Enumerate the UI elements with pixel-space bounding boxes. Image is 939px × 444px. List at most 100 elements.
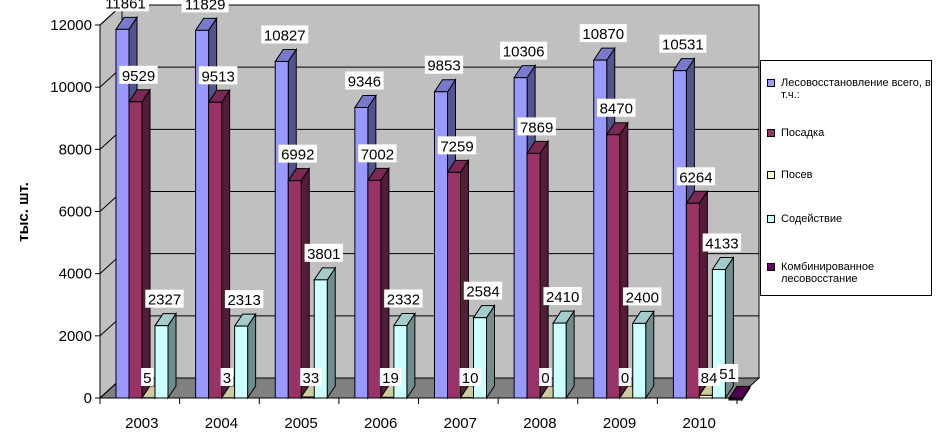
legend-label: Содействие: [781, 213, 843, 225]
bar-side: [619, 121, 629, 400]
data-label: 9513: [198, 66, 238, 85]
data-label: 10531: [659, 34, 707, 54]
bar: [154, 312, 177, 400]
bar-side: [247, 312, 257, 400]
data-label-bg: [102, 0, 149, 12]
data-label: 10306: [500, 41, 548, 61]
data-label-bg: [463, 281, 503, 300]
data-label: 9853: [424, 55, 464, 75]
bar-front: [632, 322, 647, 399]
legend-swatch: [767, 215, 775, 223]
data-label: 84: [698, 368, 720, 387]
data-label-bg: [145, 289, 184, 308]
legend-swatch: [767, 129, 775, 137]
data-label: 33: [300, 368, 322, 387]
data-label: 9529: [119, 65, 158, 85]
data-label-bg: [304, 243, 343, 262]
data-label-text: 2584: [466, 284, 499, 301]
bar-side: [539, 139, 549, 400]
data-label-bg: [141, 368, 154, 386]
data-label-bg: [618, 368, 632, 386]
data-label-text: 2313: [227, 292, 260, 309]
data-label: 10870: [579, 24, 627, 43]
data-label-text: 2410: [546, 289, 579, 306]
bar-side: [406, 311, 416, 400]
y-axis-label: тыс. шт.: [15, 182, 32, 242]
data-label: 5: [141, 368, 154, 387]
x-tick-label: 2008: [523, 415, 556, 432]
data-label-bg: [597, 98, 636, 117]
data-label-text: 5: [143, 370, 151, 387]
bar-front: [128, 101, 143, 399]
data-label: 10827: [261, 25, 309, 44]
legend-label: Лесовосстановление всего, в т.ч.:: [781, 77, 931, 101]
bar-front: [154, 325, 169, 399]
data-label-bg: [300, 368, 322, 386]
data-label-bg: [437, 136, 477, 155]
bar-front: [526, 152, 541, 399]
data-label-text: 3: [223, 370, 231, 387]
bar-front: [685, 202, 700, 399]
data-label: 2400: [623, 287, 662, 306]
data-label-text: 7869: [520, 119, 553, 136]
data-label-bg: [500, 41, 548, 60]
x-tick-label: 2007: [444, 415, 477, 432]
data-label-bg: [717, 364, 739, 382]
data-label: 2410: [543, 287, 582, 306]
data-label-text: 11861: [105, 0, 146, 12]
data-label: 7259: [437, 136, 477, 155]
bar: [207, 88, 231, 400]
bar: [128, 88, 151, 400]
bar-front: [606, 134, 621, 399]
y-tick-label: 12000: [50, 17, 92, 34]
y-tick-label: 10000: [50, 79, 92, 96]
data-label: 11861: [102, 0, 149, 12]
data-label-text: 6992: [281, 147, 314, 164]
data-label-text: 9853: [427, 58, 460, 75]
data-label-text: 10531: [662, 37, 704, 54]
data-label: 4133: [702, 233, 742, 253]
data-label-bg: [539, 368, 552, 386]
data-label: 6992: [278, 144, 317, 164]
data-label: 51: [717, 364, 739, 383]
data-label: 0: [539, 368, 552, 387]
data-label-text: 0: [621, 370, 629, 387]
y-axis-ticks: 0 2000 4000 6000 8000 10000 12000: [50, 17, 101, 407]
bar-side: [460, 158, 469, 400]
y-tick-label: 8000: [59, 141, 92, 158]
bar-side: [300, 167, 310, 400]
y-tick-label: 2000: [59, 328, 92, 345]
data-label-text: 9529: [122, 68, 155, 85]
data-label-bg: [119, 65, 158, 84]
data-label-text: 10: [462, 370, 479, 387]
bar: [728, 384, 751, 402]
bar: [366, 166, 390, 400]
data-label-bg: [261, 25, 309, 44]
data-label-text: 10827: [264, 27, 306, 44]
data-label-bg: [459, 368, 481, 386]
data-label-text: 9346: [348, 73, 381, 90]
data-label-bg: [220, 368, 234, 386]
data-label: 10: [459, 368, 481, 387]
bar-front: [672, 70, 687, 399]
bar: [446, 158, 470, 400]
data-label-text: 11829: [185, 0, 226, 13]
data-label-text: 51: [719, 366, 736, 383]
y-tick-label: 0: [84, 390, 92, 407]
data-label: 7002: [358, 144, 397, 163]
bar-side: [141, 88, 151, 400]
bar-front: [208, 101, 223, 399]
legend-label: Комбинированное лесовосстание: [781, 261, 875, 285]
data-label-text: 4133: [705, 236, 738, 253]
data-label-text: 7002: [361, 146, 394, 163]
data-label: 19: [379, 368, 402, 387]
bar: [552, 309, 576, 400]
data-label-bg: [659, 34, 707, 53]
bar-front: [447, 171, 461, 399]
data-label: 11829: [181, 0, 229, 13]
legend: Лесовосстановление всего, в т.ч.: Посадка…: [760, 60, 932, 296]
legend-swatch: [767, 171, 775, 179]
data-label: 0: [618, 368, 632, 387]
x-tick-label: 2010: [683, 415, 716, 432]
